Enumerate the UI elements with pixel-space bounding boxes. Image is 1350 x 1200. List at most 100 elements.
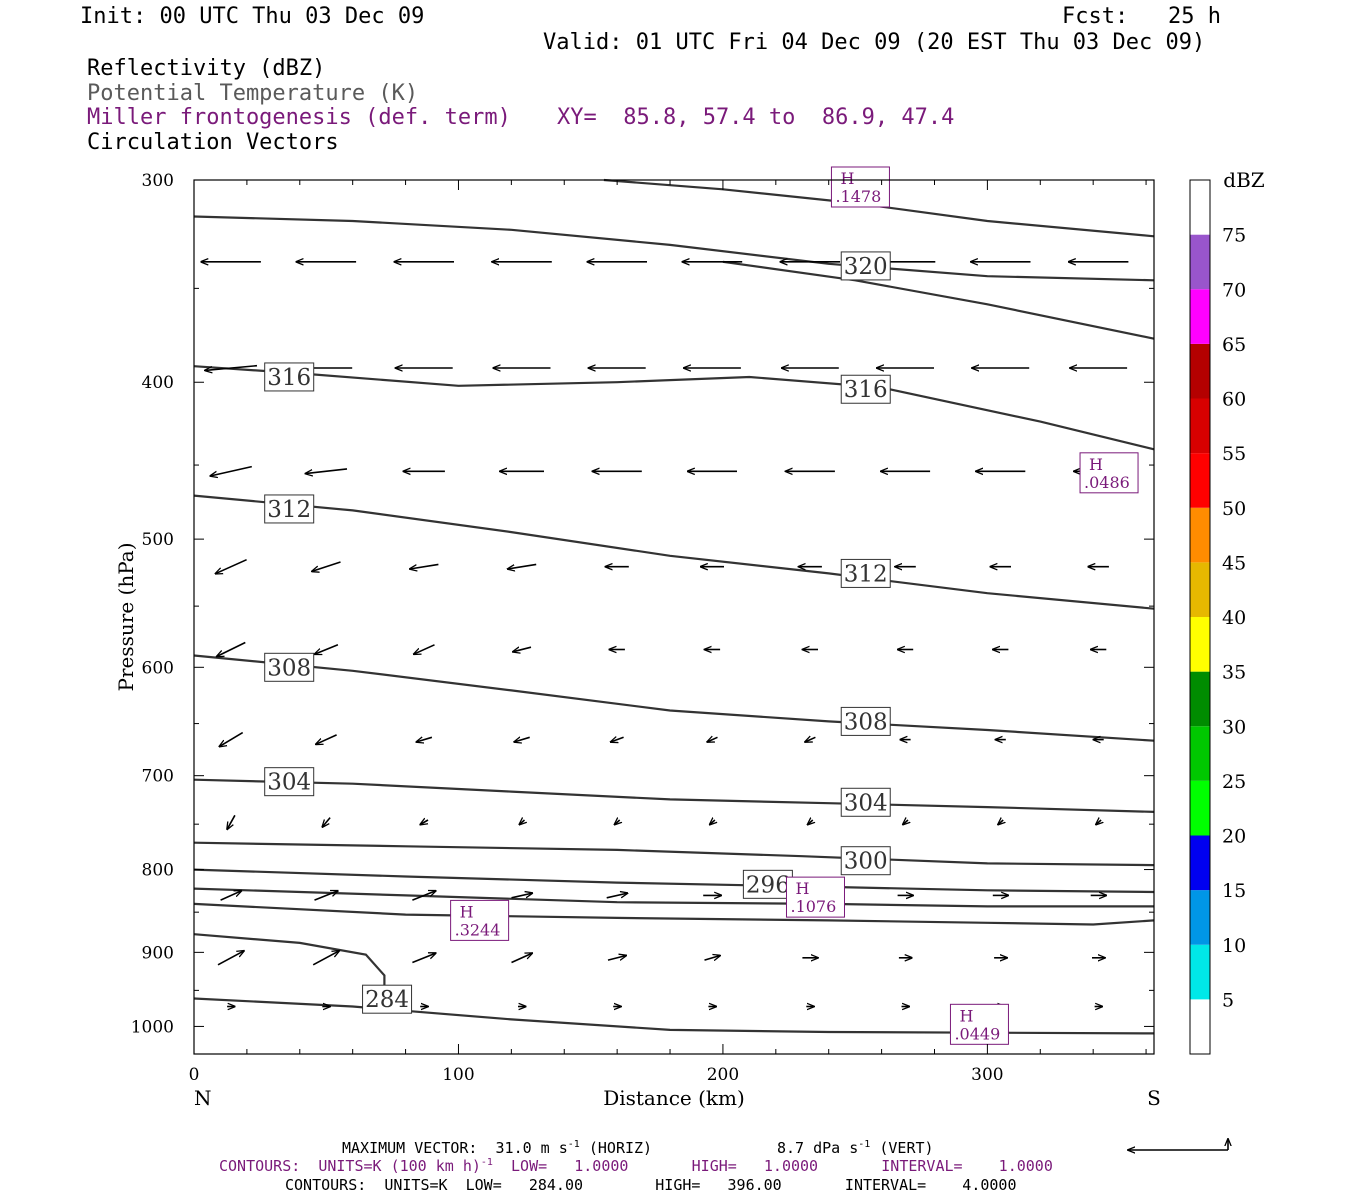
theta-label-text: 312 (844, 561, 888, 587)
circulation-vector (416, 737, 433, 742)
colorbar-tick-label: 25 (1222, 771, 1246, 793)
circulation-vector (217, 641, 246, 657)
theta-contour-label: 312 (840, 558, 891, 588)
y-tick-label: 700 (142, 767, 174, 787)
circulation-vector (412, 953, 435, 964)
theta-label-text: 304 (844, 790, 888, 816)
circulation-vector (514, 737, 530, 742)
circulation-vector (217, 951, 244, 966)
circulation-vector (315, 644, 339, 654)
valid-time: Valid: 01 UTC Fri 04 Dec 09 (20 EST Thu … (543, 30, 1206, 55)
colorbar-tick-label: 15 (1222, 880, 1246, 902)
frontogenesis-box (1079, 452, 1139, 494)
theta-label-text: 320 (844, 254, 888, 280)
theta-label-text: 304 (267, 770, 311, 796)
colorbar-bin (1190, 289, 1210, 344)
theta-label-box (264, 652, 315, 682)
colorbar-tick-label: 75 (1222, 225, 1246, 247)
colorbar-bin (1190, 234, 1210, 290)
theta-label-text: 308 (267, 655, 311, 681)
colorbar-bin (1190, 835, 1210, 891)
field-circulation-vectors: Circulation Vectors (87, 130, 339, 155)
circulation-vector (305, 468, 348, 474)
x-axis-left-end-label: N (194, 1086, 212, 1110)
circulation-vector (312, 951, 339, 966)
circulation-vector (903, 820, 908, 825)
y-tick-label: 600 (142, 658, 174, 678)
theta-label-box (840, 251, 891, 281)
reference-vector (1128, 1139, 1228, 1150)
colorbar-bin (1190, 562, 1210, 617)
y-axis-title: Pressure (hPa) (114, 543, 138, 692)
colorbar-bin (1190, 726, 1210, 781)
frontogenesis-maximum: H.0449 (949, 1003, 1009, 1045)
colorbar-tick-label: 35 (1222, 662, 1246, 684)
max-vector-vert: 8.7 dPa s-1 (VERT) (777, 1139, 934, 1157)
frontogenesis-high-marker: H (795, 879, 809, 898)
theta-contour (193, 365, 1155, 451)
frontogenesis-box (830, 166, 890, 208)
colorbar-bin (1190, 343, 1210, 399)
colorbar-tick-label: 65 (1222, 334, 1246, 356)
theta-contour (193, 997, 1155, 1035)
x-tick-label: 200 (707, 1065, 739, 1085)
circulation-vector (205, 364, 258, 371)
colorbar-bin (1190, 944, 1210, 1000)
contours-theta-legend: CONTOURS: UNITS=K LOW= 284.00 HIGH= 396.… (285, 1176, 1017, 1194)
theta-label-text: 308 (844, 709, 888, 735)
theta-contour-label: 308 (264, 652, 315, 682)
contours-frontogenesis-legend: CONTOURS: UNITS=K (100 km h)-1 LOW= 1.00… (219, 1157, 1053, 1175)
theta-contour-label: 284 (362, 984, 413, 1014)
circulation-vector (412, 891, 435, 901)
theta-contour (193, 494, 1155, 610)
colorbar-bin (1190, 999, 1210, 1054)
colorbar-tick-label: 30 (1222, 716, 1246, 738)
circulation-vector (710, 820, 715, 825)
field-frontogenesis: Miller frontogenesis (def. term) (87, 105, 511, 130)
circulation-vector (707, 737, 718, 742)
colorbar-frame (1189, 179, 1211, 1055)
circulation-vector (414, 644, 435, 654)
theta-label-text: 316 (267, 365, 311, 391)
colorbar-bin (1190, 671, 1210, 727)
circulation-vector (227, 814, 236, 829)
theta-contour (193, 902, 1155, 926)
theta-label-box (742, 869, 793, 899)
theta-contour (722, 260, 1155, 340)
theta-contour-label: 316 (840, 374, 891, 404)
frontogenesis-value: .3244 (455, 920, 501, 939)
theta-contour-label: 296 (742, 869, 793, 899)
colorbar-bin (1190, 780, 1210, 836)
theta-contour (193, 933, 386, 998)
colorbar-tick-label: 10 (1222, 935, 1246, 957)
frontogenesis-value: .0486 (1084, 473, 1130, 492)
frontogenesis-value: .1076 (790, 897, 836, 916)
frontogenesis-value: .0449 (954, 1024, 1000, 1043)
circulation-vector (808, 820, 813, 825)
x-axis-title: Distance (km) (603, 1086, 745, 1110)
field-potential-temperature: Potential Temperature (K) (87, 81, 419, 106)
frontogenesis-value: .1478 (835, 187, 881, 206)
circulation-vector (805, 737, 816, 742)
colorbar-tick-label: 40 (1222, 607, 1246, 629)
forecast-hour: Fcst: 25 h (1062, 4, 1221, 29)
theta-contour (193, 868, 1155, 894)
colorbar-tick-label: 55 (1222, 443, 1246, 465)
theta-contour (193, 778, 1155, 813)
theta-contour-label: 320 (840, 251, 891, 281)
theta-label-box (840, 706, 891, 736)
frontogenesis-high-marker: H (840, 169, 854, 188)
frontogenesis-maximum: H.1076 (785, 876, 845, 918)
colorbar-tick-label: 5 (1222, 989, 1234, 1011)
circulation-vector (615, 820, 620, 825)
theta-contour-label: 304 (264, 767, 315, 797)
theta-contour-label: 308 (840, 706, 891, 736)
frontogenesis-maximum: H.1478 (830, 166, 890, 208)
theta-contour-label: 316 (264, 362, 315, 392)
theta-contour-label: 312 (264, 494, 315, 524)
theta-label-box (840, 374, 891, 404)
colorbar-bin (1190, 890, 1210, 945)
y-tick-label: 900 (142, 943, 174, 963)
circulation-vector (511, 953, 533, 964)
frontogenesis-maximum: H.3244 (450, 899, 510, 941)
